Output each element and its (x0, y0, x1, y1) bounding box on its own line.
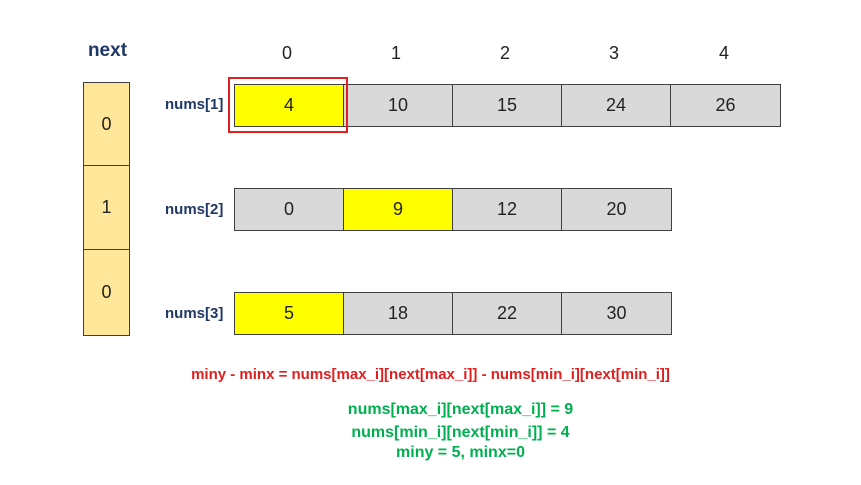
array-cell: 15 (453, 85, 562, 126)
array-cell: 22 (453, 293, 562, 334)
column-index-0: 0 (281, 43, 292, 63)
array-cell: 5 (235, 293, 344, 334)
row-label-nums-1: nums[1] (165, 96, 224, 113)
array-cell: 20 (562, 189, 671, 230)
row-label-nums-2: nums[2] (165, 201, 224, 218)
array-cell: 24 (562, 85, 671, 126)
formula-text: miny - minx = nums[max_i][next[max_i]] -… (191, 366, 670, 383)
note-line-2: nums[min_i][next[min_i]] = 4 (351, 424, 570, 441)
array-cell: 9 (344, 189, 453, 230)
array-cell: 26 (671, 85, 780, 126)
array-cell: 12 (453, 189, 562, 230)
column-index-3: 3 (608, 43, 619, 63)
note-line-1: nums[max_i][next[max_i]] = 9 (347, 401, 574, 418)
next-title: next (87, 40, 128, 61)
column-index-4: 4 (718, 43, 729, 63)
array-nums-2: 0 9 12 20 (234, 188, 672, 231)
row-label-nums-3: nums[3] (165, 305, 224, 322)
next-cell-1: 1 (83, 166, 130, 250)
array-cell: 18 (344, 293, 453, 334)
array-cell: 4 (235, 85, 344, 126)
note-line-3: miny = 5, minx=0 (396, 444, 525, 461)
array-cell: 0 (235, 189, 344, 230)
next-cell-2: 0 (83, 250, 130, 336)
array-cell: 30 (562, 293, 671, 334)
array-nums-3: 5 18 22 30 (234, 292, 672, 335)
column-index-1: 1 (390, 43, 401, 63)
next-cell-0: 0 (83, 82, 130, 166)
array-nums-1: 4 10 15 24 26 (234, 84, 781, 127)
column-index-2: 2 (499, 43, 510, 63)
selection-highlight-box (228, 77, 348, 133)
array-cell: 10 (344, 85, 453, 126)
